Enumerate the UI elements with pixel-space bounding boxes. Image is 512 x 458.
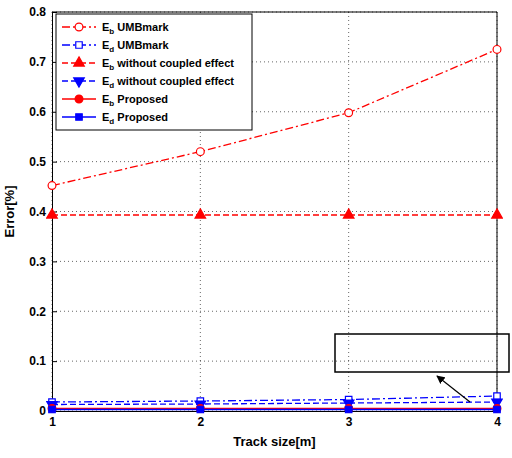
y-tick: 0.2 bbox=[29, 305, 57, 319]
inset-arrow bbox=[437, 376, 470, 402]
y-tick: 0.4 bbox=[29, 205, 57, 219]
series-marker bbox=[343, 209, 354, 218]
series-line bbox=[52, 408, 497, 409]
y-tick-mark bbox=[52, 162, 57, 163]
plot: 1 2 3 4 0 0.1 0.2 0.3 0.4 0.5 0.6 0.7 0.8 bbox=[29, 5, 502, 428]
inset-frame bbox=[335, 334, 509, 372]
series-marker bbox=[195, 209, 206, 218]
series-marker bbox=[494, 406, 500, 412]
series-marker bbox=[47, 209, 58, 218]
legend-label: Ed Proposed bbox=[102, 111, 168, 126]
series-marker bbox=[196, 148, 204, 156]
series-marker bbox=[345, 406, 351, 412]
y-tick-label: 0.2 bbox=[29, 305, 46, 319]
x-tick: 1 bbox=[49, 406, 56, 429]
frame bbox=[52, 12, 497, 13]
y-tick: 0 bbox=[39, 404, 57, 418]
legend-label: Eb without coupled effect bbox=[102, 57, 234, 72]
y-tick-label: 0.7 bbox=[29, 55, 46, 69]
x-axis-title: Track size[m] bbox=[233, 434, 315, 449]
legend-item: Ed without coupled effect bbox=[62, 75, 234, 90]
y-tick-label: 0.6 bbox=[29, 105, 46, 119]
x-axis: 1 2 3 4 bbox=[49, 406, 501, 429]
legend: Eb UMBmark Ed UMBmark Eb without coupled e… bbox=[56, 14, 252, 130]
legend-item: Ed Proposed bbox=[62, 111, 168, 126]
series-marker bbox=[49, 406, 55, 412]
series-marker bbox=[345, 109, 353, 117]
x-tick: 2 bbox=[197, 406, 204, 429]
y-tick: 0.1 bbox=[29, 354, 57, 368]
legend-box bbox=[56, 14, 252, 130]
x-tick: 3 bbox=[346, 406, 353, 429]
series-line bbox=[52, 214, 497, 215]
legend-item: Eb UMBmark bbox=[62, 21, 170, 36]
chart: 1 2 3 4 0 0.1 0.2 0.3 0.4 0.5 0.6 0.7 0.8 Track size[… bbox=[0, 0, 512, 458]
grid-line-y bbox=[52, 361, 497, 362]
legend-marker bbox=[76, 42, 82, 48]
legend-label: Ed UMBmark bbox=[102, 39, 170, 54]
y-tick: 0.5 bbox=[29, 155, 57, 169]
series-marker bbox=[197, 406, 203, 412]
series-marker bbox=[48, 182, 56, 190]
grid-line-y bbox=[52, 411, 497, 412]
legend-marker bbox=[75, 23, 83, 31]
y-tick-label: 0.1 bbox=[29, 354, 46, 368]
grid-line-y bbox=[52, 12, 497, 13]
legend-label: Ed without coupled effect bbox=[102, 75, 234, 90]
x-axis-line bbox=[53, 411, 498, 412]
y-tick-mark bbox=[52, 261, 57, 262]
y-tick-mark bbox=[52, 361, 57, 362]
legend-item: Eb without coupled effect bbox=[62, 57, 234, 72]
y-tick-mark bbox=[52, 311, 57, 312]
y-tick-label: 0.4 bbox=[29, 205, 46, 219]
legend-label: Eb UMBmark bbox=[102, 21, 170, 36]
y-tick: 0.7 bbox=[29, 55, 57, 69]
grid-line-y bbox=[52, 211, 497, 212]
plot-background bbox=[52, 12, 497, 411]
y-tick-label: 0.8 bbox=[29, 5, 46, 19]
grid-line-y bbox=[52, 261, 497, 262]
legend-marker bbox=[76, 114, 82, 120]
legend-item: Ed UMBmark bbox=[62, 39, 170, 54]
series-line bbox=[52, 402, 497, 404]
y-tick: 0.3 bbox=[29, 255, 57, 269]
legend-marker bbox=[75, 95, 83, 103]
y-tick: 0.8 bbox=[29, 5, 57, 19]
series-line bbox=[52, 396, 497, 402]
legend-marker bbox=[74, 78, 85, 87]
series-marker bbox=[493, 45, 501, 53]
series-marker bbox=[493, 405, 501, 413]
x-tick-label: 2 bbox=[197, 415, 204, 429]
x-tick-label: 4 bbox=[494, 415, 501, 429]
series-group bbox=[47, 45, 503, 412]
grid bbox=[52, 12, 497, 411]
y-tick-label: 0 bbox=[39, 404, 46, 418]
y-tick: 0.6 bbox=[29, 105, 57, 119]
grid-line-y bbox=[52, 311, 497, 312]
series-marker bbox=[196, 405, 204, 413]
y-tick-mark bbox=[52, 12, 57, 13]
series-marker bbox=[494, 393, 500, 399]
x-tick-label: 1 bbox=[49, 415, 56, 429]
series-marker bbox=[492, 209, 503, 218]
series-marker bbox=[48, 405, 56, 413]
series-marker bbox=[345, 405, 353, 413]
y-tick-label: 0.3 bbox=[29, 255, 46, 269]
grid-line-y bbox=[52, 161, 497, 162]
y-axis: 0 0.1 0.2 0.3 0.4 0.5 0.6 0.7 0.8 bbox=[29, 5, 57, 418]
series-line bbox=[52, 409, 497, 410]
x-tick: 4 bbox=[494, 406, 501, 429]
legend-item: Eb Proposed bbox=[62, 93, 168, 108]
legend-label: Eb Proposed bbox=[102, 93, 168, 108]
x-tick-label: 3 bbox=[346, 415, 353, 429]
y-tick-label: 0.5 bbox=[29, 155, 46, 169]
y-axis-title: Error[%] bbox=[2, 185, 17, 237]
legend-marker bbox=[74, 57, 85, 66]
